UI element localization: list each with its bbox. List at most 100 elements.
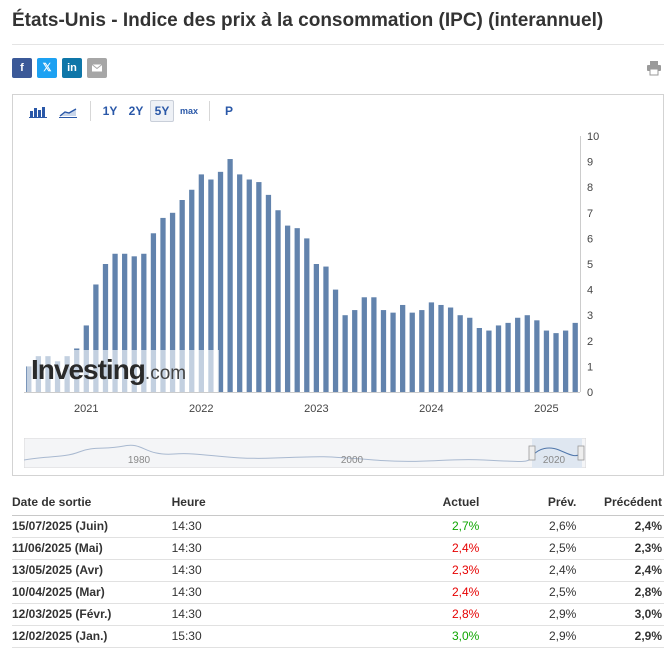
bar[interactable] (457, 315, 463, 392)
x-tick-label: 2022 (189, 403, 213, 415)
bar[interactable] (342, 315, 348, 392)
cpi-bar-chart: 0 1 2 3 4 5 6 7 8 9 10 2021 2022 2023 2024 2025 (24, 131, 599, 415)
bar[interactable] (390, 312, 396, 392)
navigator-strip[interactable]: 1980 2000 2020 (24, 438, 586, 468)
range-5y-button[interactable]: 5Y (150, 100, 174, 122)
cell-actual: 2,4% (380, 581, 480, 604)
bar[interactable] (304, 238, 310, 392)
bar[interactable] (237, 174, 243, 392)
table-row: 12/02/2025 (Jan.) 15:30 3,0% 2,9% 2,9% (12, 625, 664, 648)
bar[interactable] (505, 322, 511, 392)
cell-previous: 2,4% (576, 559, 664, 582)
header-previous[interactable]: Précédent (576, 490, 664, 516)
bar[interactable] (476, 328, 482, 392)
bar[interactable] (428, 302, 435, 392)
bar[interactable] (380, 310, 387, 392)
bar[interactable] (256, 182, 262, 392)
cell-forecast: 2,5% (479, 581, 577, 604)
bar[interactable] (352, 310, 358, 392)
bar[interactable] (265, 194, 272, 392)
bar[interactable] (543, 330, 550, 392)
bar[interactable] (438, 304, 444, 392)
cell-actual: 2,8% (380, 603, 480, 626)
table-row: 11/06/2025 (Mai) 14:30 2,4% 2,5% 2,3% (12, 537, 664, 560)
bar[interactable] (419, 310, 425, 392)
watermark-brand: Investing (31, 354, 146, 385)
bar[interactable] (313, 264, 320, 392)
bar[interactable] (332, 289, 339, 392)
bar[interactable] (553, 333, 559, 392)
toolbar-separator (209, 101, 210, 121)
cell-date: 12/03/2025 (Févr.) (12, 603, 172, 626)
bar[interactable] (562, 330, 569, 392)
envelope-icon (91, 64, 103, 72)
twitter-share-button[interactable]: 𝕏 (37, 58, 57, 78)
facebook-icon: f (20, 62, 24, 74)
bar[interactable] (208, 179, 214, 392)
bar[interactable] (102, 264, 109, 392)
range-2y-button[interactable]: 2Y (128, 104, 144, 118)
bar[interactable] (284, 225, 291, 392)
y-tick-label: 4 (587, 285, 593, 297)
bar[interactable] (150, 233, 157, 392)
cell-forecast: 2,9% (479, 625, 577, 648)
p-button[interactable]: P (224, 104, 233, 118)
chart-panel: 1Y 2Y 5Y max P 0 1 2 3 4 5 6 7 8 9 10 2021 2022 2023… (12, 94, 664, 476)
bar[interactable] (246, 179, 252, 392)
header-actual[interactable]: Actuel (380, 490, 480, 516)
bar[interactable] (515, 317, 521, 392)
y-tick-label: 10 (587, 131, 599, 143)
header-date[interactable]: Date de sortie (12, 490, 172, 516)
toolbar-separator (90, 101, 91, 121)
bar[interactable] (486, 330, 492, 392)
header-forecast[interactable]: Prév. (479, 490, 577, 516)
bar[interactable] (179, 200, 185, 392)
cell-date: 15/07/2025 (Juin) (12, 515, 172, 538)
cell-date: 12/02/2025 (Jan.) (12, 625, 172, 648)
bar[interactable] (189, 189, 195, 392)
facebook-share-button[interactable]: f (12, 58, 32, 78)
bar[interactable] (122, 253, 128, 392)
bar[interactable] (524, 315, 530, 392)
bar[interactable] (217, 171, 224, 392)
printer-icon[interactable] (646, 60, 662, 76)
bar[interactable] (467, 317, 473, 392)
cell-date: 13/05/2025 (Avr) (12, 559, 172, 582)
range-max-button[interactable]: max (179, 106, 198, 116)
bar[interactable] (141, 253, 147, 392)
bar[interactable] (275, 210, 281, 392)
area-chart-toggle[interactable] (56, 100, 81, 122)
email-share-button[interactable] (87, 58, 107, 78)
header-time[interactable]: Heure (171, 490, 381, 516)
table-row: 15/07/2025 (Juin) 14:30 2,7% 2,6% 2,4% (12, 515, 664, 538)
bar[interactable] (294, 228, 300, 392)
bar[interactable] (534, 320, 540, 392)
bar-chart-toggle[interactable] (26, 100, 51, 122)
bar[interactable] (169, 212, 176, 392)
bar[interactable] (93, 284, 99, 392)
linkedin-icon: in (67, 62, 77, 74)
linkedin-share-button[interactable]: in (62, 58, 82, 78)
cell-previous: 2,4% (576, 515, 664, 538)
range-1y-button[interactable]: 1Y (102, 104, 118, 118)
bar[interactable] (160, 217, 166, 392)
bar[interactable] (409, 312, 415, 392)
bar[interactable] (198, 174, 204, 392)
bar[interactable] (371, 297, 377, 392)
bar[interactable] (323, 266, 329, 392)
table-header-row: Date de sortie Heure Actuel Prév. Précéd… (12, 490, 664, 516)
navigator-label-2000: 2000 (341, 455, 364, 466)
bar[interactable] (572, 322, 578, 392)
x-tick-label: 2025 (534, 403, 558, 415)
bar[interactable] (400, 304, 406, 392)
bar[interactable] (447, 307, 454, 392)
cell-date: 10/04/2025 (Mar) (12, 581, 172, 604)
cell-previous: 2,9% (576, 625, 664, 648)
bar[interactable] (361, 297, 367, 392)
bar[interactable] (112, 253, 118, 392)
bar[interactable] (227, 159, 233, 392)
releases-table: Date de sortie Heure Actuel Prév. Précéd… (12, 490, 664, 648)
table-row: 13/05/2025 (Avr) 14:30 2,3% 2,4% 2,4% (12, 559, 664, 582)
bar[interactable] (131, 256, 137, 392)
bar[interactable] (495, 325, 502, 392)
